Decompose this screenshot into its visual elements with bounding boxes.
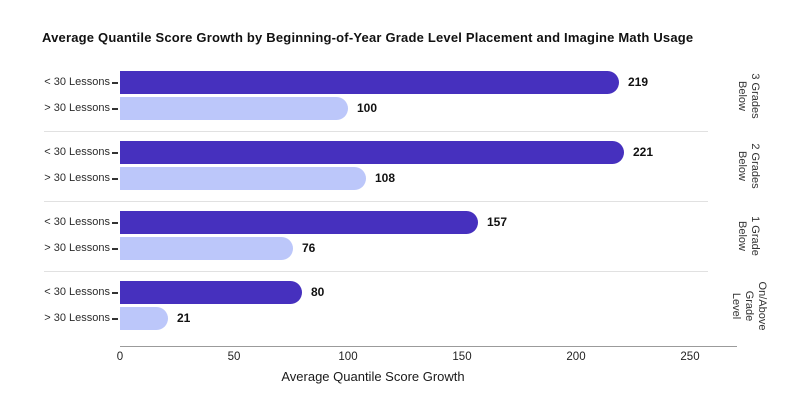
bar-value-label: 221 — [633, 145, 654, 159]
y-tick-mark — [112, 248, 118, 250]
x-axis-tick-label: 250 — [680, 351, 700, 363]
y-tick-mark — [112, 108, 118, 110]
x-axis-tick-label: 150 — [452, 351, 472, 363]
bar-tick-label: < 30 Lessons — [44, 216, 110, 228]
bar — [120, 167, 366, 190]
group-separator — [44, 271, 708, 272]
bar-value-label: 100 — [357, 101, 378, 115]
group-separator — [44, 201, 708, 202]
chart-title: Average Quantile Score Growth by Beginni… — [42, 30, 694, 45]
bar-value-label: 157 — [487, 215, 508, 229]
bar-tick-label: < 30 Lessons — [44, 146, 110, 158]
bar-tick-label: < 30 Lessons — [44, 76, 110, 88]
bar-group: < 30 Lessons 80 > 30 Lessons 21 — [0, 271, 800, 341]
bar-tick-label: > 30 Lessons — [44, 242, 110, 254]
bar — [120, 211, 478, 234]
bar-group: < 30 Lessons 221 > 30 Lessons 108 — [0, 131, 800, 201]
group-separator — [44, 131, 708, 132]
bar-group: < 30 Lessons 157 > 30 Lessons 76 — [0, 201, 800, 271]
x-axis-title: Average Quantile Score Growth — [281, 369, 465, 384]
plot-area: Average Quantile Score Growth 3 Grades B… — [0, 61, 800, 418]
bar-value-label: 21 — [177, 311, 191, 325]
bar — [120, 141, 624, 164]
y-tick-mark — [112, 318, 118, 320]
x-axis-tick-label: 200 — [566, 351, 586, 363]
bar-value-label: 76 — [302, 241, 316, 255]
y-tick-mark — [112, 292, 118, 294]
bar — [120, 307, 168, 330]
y-tick-mark — [112, 152, 118, 154]
bar — [120, 237, 293, 260]
x-axis-tick-label: 50 — [227, 351, 241, 363]
y-tick-mark — [112, 222, 118, 224]
bar-tick-label: > 30 Lessons — [44, 102, 110, 114]
x-axis-line — [120, 346, 737, 347]
y-tick-mark — [112, 82, 118, 84]
bar-tick-label: < 30 Lessons — [44, 286, 110, 298]
bar-group: < 30 Lessons 219 > 30 Lessons 100 — [0, 61, 800, 131]
x-axis-tick-label: 0 — [116, 351, 124, 363]
bar — [120, 97, 348, 120]
bar-value-label: 219 — [628, 75, 649, 89]
y-tick-mark — [112, 178, 118, 180]
bar-tick-label: > 30 Lessons — [44, 172, 110, 184]
bar — [120, 71, 619, 94]
x-axis-tick-label: 100 — [338, 351, 358, 363]
bar-tick-label: > 30 Lessons — [44, 312, 110, 324]
bar-value-label: 108 — [375, 171, 396, 185]
bar-value-label: 80 — [311, 285, 325, 299]
bar — [120, 281, 302, 304]
